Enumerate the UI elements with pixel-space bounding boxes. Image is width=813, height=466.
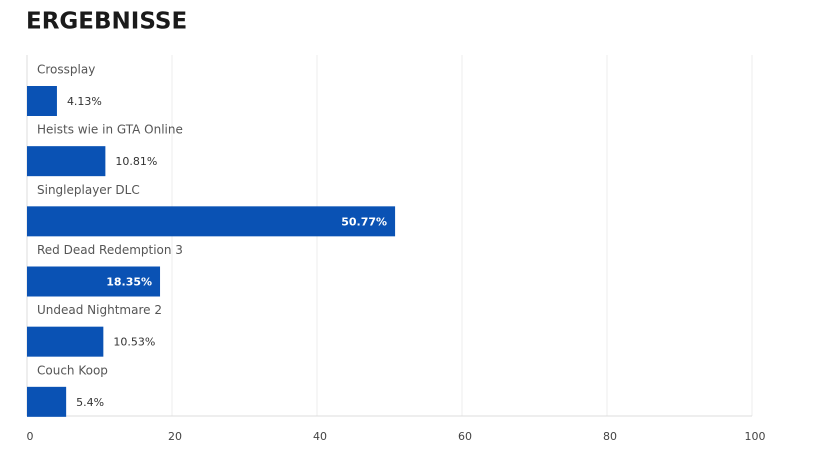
x-tick-label: 0	[27, 430, 34, 443]
category-label: Singleplayer DLC	[37, 183, 140, 197]
chart-title: ERGEBNISSE	[26, 9, 187, 35]
category-label: Couch Koop	[37, 363, 108, 377]
x-tick-label: 20	[168, 430, 182, 443]
category-label: Undead Nightmare 2	[37, 303, 162, 317]
x-tick-label: 60	[458, 430, 472, 443]
x-tick-label: 100	[745, 430, 766, 443]
value-label: 18.35%	[106, 276, 152, 289]
bar	[27, 146, 106, 177]
category-label: Crossplay	[37, 63, 95, 77]
value-label: 50.77%	[341, 215, 387, 228]
bar	[27, 206, 396, 237]
value-label: 5.4%	[76, 396, 104, 409]
category-label: Heists wie in GTA Online	[37, 123, 183, 137]
x-tick-label: 80	[603, 430, 617, 443]
x-tick-label: 40	[313, 430, 327, 443]
bar	[27, 326, 104, 357]
value-label: 10.53%	[113, 336, 155, 349]
category-label: Red Dead Redemption 3	[37, 243, 183, 257]
bar	[27, 266, 161, 297]
value-label: 4.13%	[67, 95, 102, 108]
value-label: 10.81%	[115, 155, 157, 168]
bar	[27, 86, 57, 116]
bar	[27, 386, 67, 417]
